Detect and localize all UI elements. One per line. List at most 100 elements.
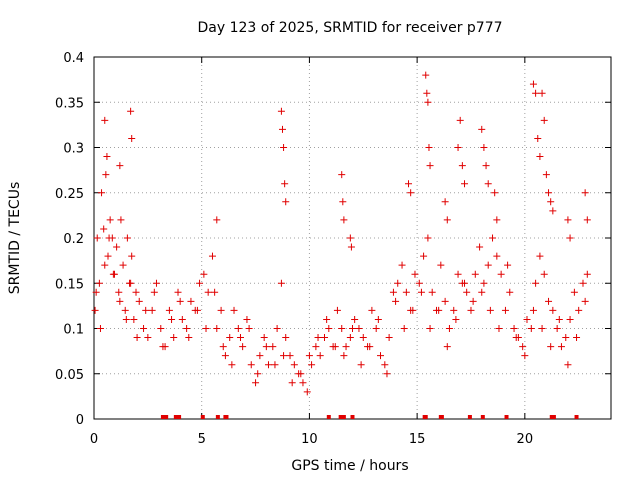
data-point	[385, 334, 393, 342]
data-point	[331, 343, 339, 351]
data-point	[540, 270, 548, 278]
data-point	[346, 234, 354, 242]
data-point	[489, 234, 497, 242]
data-point	[506, 288, 514, 296]
data-point	[340, 352, 348, 360]
data-point	[422, 71, 430, 79]
data-point	[557, 343, 565, 351]
data-point	[549, 306, 557, 314]
rug-mark	[177, 415, 182, 419]
data-point	[374, 315, 382, 323]
y-tick-label: 0.1	[63, 323, 84, 338]
data-point	[338, 171, 346, 179]
data-point	[570, 288, 578, 296]
data-point	[211, 288, 219, 296]
y-axis-label: SRMTID / TECUs	[7, 182, 23, 295]
data-point	[106, 216, 114, 224]
y-tick-label: 0.4	[63, 51, 84, 66]
data-point	[495, 325, 503, 332]
data-point	[297, 370, 305, 378]
data-point	[458, 162, 466, 170]
data-point	[521, 352, 529, 360]
data-point	[405, 180, 413, 188]
data-point	[101, 261, 109, 269]
data-point	[366, 343, 374, 351]
data-point	[144, 334, 152, 342]
data-point	[420, 252, 428, 260]
data-point	[277, 107, 285, 115]
y-tick-label: 0.2	[63, 232, 84, 247]
data-point	[575, 306, 583, 314]
data-point	[392, 297, 400, 305]
data-point	[281, 180, 289, 188]
data-point	[92, 288, 100, 296]
data-point	[127, 107, 135, 115]
data-point	[510, 325, 518, 332]
data-point	[402, 288, 410, 296]
axis-ticks: 0 0.05 0.1 0.15 0.2 0.25 0.3 0.35 0.4 0 5 10 15 20	[55, 51, 611, 447]
data-point	[359, 334, 367, 342]
data-point	[123, 234, 131, 242]
data-point	[547, 343, 555, 351]
data-point	[536, 153, 544, 161]
rug-mark	[574, 415, 579, 419]
data-point	[269, 343, 277, 351]
data-point	[252, 379, 260, 387]
data-point	[305, 352, 313, 360]
rug-mark	[224, 415, 229, 419]
data-point	[230, 306, 238, 314]
data-point	[217, 306, 225, 314]
data-point	[372, 325, 380, 332]
data-point	[435, 306, 443, 314]
rug-mark	[551, 415, 556, 419]
rug-mark	[504, 415, 509, 419]
data-point	[312, 343, 320, 351]
data-point	[443, 343, 451, 351]
data-point	[426, 162, 434, 170]
data-point	[116, 162, 124, 170]
data-point	[340, 216, 348, 224]
data-point	[542, 171, 550, 179]
y-tick-label: 0	[76, 413, 84, 428]
data-point	[280, 352, 288, 360]
y-tick-label: 0.3	[63, 142, 84, 157]
data-point	[532, 89, 540, 97]
data-point	[409, 306, 417, 314]
data-point	[383, 370, 391, 378]
data-point	[117, 216, 125, 224]
rug-mark	[467, 415, 472, 419]
data-point	[187, 297, 195, 305]
data-point	[351, 315, 359, 323]
data-point	[339, 198, 347, 206]
data-point	[527, 325, 535, 332]
data-point	[338, 325, 346, 332]
data-point	[196, 279, 204, 287]
data-point	[95, 279, 103, 287]
data-points	[91, 71, 591, 396]
rug-mark	[350, 415, 355, 419]
data-point	[221, 352, 229, 360]
data-point	[150, 288, 158, 296]
data-point	[346, 334, 354, 342]
data-point	[512, 334, 520, 342]
data-point	[262, 343, 270, 351]
data-point	[501, 306, 509, 314]
data-point	[226, 334, 234, 342]
data-point	[116, 297, 124, 305]
data-point	[96, 325, 104, 332]
data-point	[152, 279, 160, 287]
data-point	[282, 198, 290, 206]
data-point	[377, 352, 385, 360]
data-point	[282, 334, 290, 342]
data-point	[461, 180, 469, 188]
data-point	[545, 189, 553, 197]
data-point	[299, 379, 307, 387]
data-point	[504, 261, 512, 269]
data-point	[320, 334, 328, 342]
data-point	[389, 288, 397, 296]
data-point	[128, 252, 136, 260]
data-point	[564, 216, 572, 224]
data-point	[400, 325, 408, 332]
data-point	[109, 270, 117, 278]
